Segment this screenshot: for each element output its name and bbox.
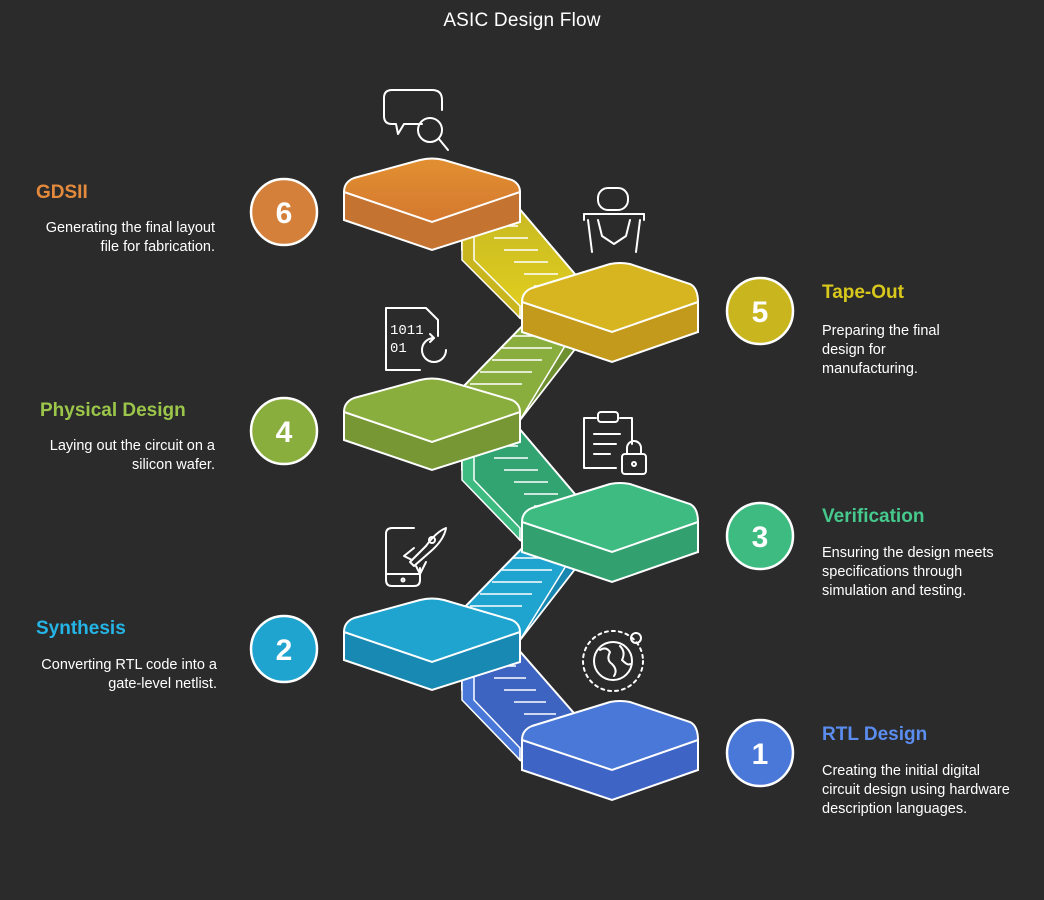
chat-search-icon xyxy=(383,89,449,151)
globe-icon xyxy=(582,630,644,692)
platform-4 xyxy=(342,377,522,472)
step-circle-2: 2 xyxy=(249,614,319,684)
step-title-6: GDSII xyxy=(36,182,88,203)
step-title-3: Verification xyxy=(822,506,925,527)
platform-6 xyxy=(342,157,522,252)
step-desc-1: Creating the initial digital circuit des… xyxy=(822,763,1010,817)
step-circle-5: 5 xyxy=(725,276,795,346)
step-circle-4: 4 xyxy=(249,396,319,466)
diagram-title: ASIC Design Flow xyxy=(443,10,601,31)
platform-3 xyxy=(520,482,700,584)
step-desc-5: Preparing the final design for manufactu… xyxy=(822,323,940,377)
platform-2 xyxy=(342,597,522,692)
step-title-1: RTL Design xyxy=(822,724,928,745)
step-number-3: 3 xyxy=(752,521,769,554)
step-circle-3: 3 xyxy=(725,501,795,571)
platform-5 xyxy=(520,262,700,364)
step-number-2: 2 xyxy=(276,634,293,667)
step-number-5: 5 xyxy=(752,296,769,329)
step-desc-4: Laying out the circuit on a silicon wafe… xyxy=(49,438,215,473)
svg-text:01: 01 xyxy=(390,341,407,357)
step-desc-6: Generating the final layout file for fab… xyxy=(45,220,215,255)
step-circle-1: 1 xyxy=(725,718,795,788)
step-title-2: Synthesis xyxy=(36,618,126,639)
step-title-4: Physical Design xyxy=(40,400,186,421)
step-desc-2: Converting RTL code into a gate-level ne… xyxy=(41,657,217,692)
binary-file-icon: 1011 01 xyxy=(385,307,447,371)
step-title-5: Tape-Out xyxy=(822,282,904,303)
phone-rocket-icon xyxy=(385,527,447,587)
step-number-4: 4 xyxy=(276,416,293,449)
step-number-6: 6 xyxy=(276,197,293,230)
clipboard-lock-icon xyxy=(583,411,647,475)
svg-text:1011: 1011 xyxy=(390,323,424,339)
step-circle-6: 6 xyxy=(249,177,319,247)
step-desc-3: Ensuring the design meets specifications… xyxy=(822,545,994,599)
platform-1 xyxy=(520,700,700,802)
step-number-1: 1 xyxy=(752,738,769,771)
chair-icon xyxy=(583,187,645,253)
